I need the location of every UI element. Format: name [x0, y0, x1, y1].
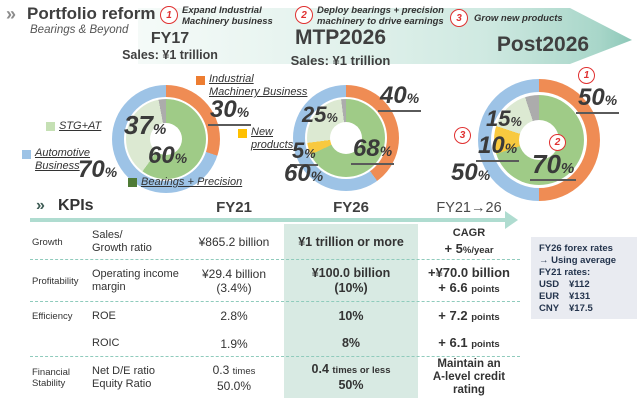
forex-rate-eur: EUR ¥131 — [539, 291, 591, 302]
kpi-header-arrow — [30, 218, 506, 222]
post2026-stg-pct: 15% — [486, 106, 522, 131]
mtp2026-new-pct: 5% — [290, 140, 318, 166]
note-3-text: Grow new products — [474, 13, 563, 24]
note-1-text: Expand Industrial Machinery business — [182, 5, 273, 27]
row-separator — [30, 259, 520, 260]
post2026-automotive-pct: 50% — [451, 159, 491, 186]
kpi-fy26-value: 10% — [338, 308, 364, 323]
bearings-swatch — [128, 177, 137, 187]
legend-new-products: New products — [238, 126, 293, 152]
note-3-number-badge: 3 — [450, 9, 468, 27]
kpi-category: Efficiency — [32, 310, 73, 322]
legend-stg-at: STG+AT — [46, 120, 101, 133]
fy17-stg-pct: 37% — [124, 110, 167, 140]
page-subtitle: Bearings & Beyond — [30, 24, 129, 36]
stg-at-swatch — [46, 121, 55, 131]
fy17-donut-chart — [112, 85, 220, 193]
kpi-category: Profitability — [32, 275, 79, 287]
kpi-col-change: FY21→26 — [436, 200, 502, 216]
new-products-swatch — [238, 129, 247, 138]
legend-industrial-machinery: Industrial Machinery Business — [196, 73, 307, 99]
kpi-fy26-value: ¥100.0 billion (10%) — [311, 266, 391, 295]
note-1-number-badge: 1 — [160, 6, 178, 24]
kpi-fy21-value: 2.8% — [220, 309, 248, 323]
post2026-industrial-pct: 50% — [576, 86, 620, 114]
kpi-category — [30, 330, 92, 357]
fy17-industrial-pct: 30% — [208, 98, 252, 126]
mtp2026-stg-pct: 25% — [302, 102, 338, 127]
phase-mtp2026-title: MTP2026 — [294, 26, 387, 49]
phase-post2026-title: Post2026 — [496, 33, 590, 56]
note-2-number-badge: 2 — [295, 6, 313, 24]
kpi-fy21-value: 0.3 times 50.0% — [212, 362, 256, 393]
kpi-fy21-value: 1.9% — [220, 336, 248, 351]
page-title: Portfolio reform — [27, 4, 156, 23]
donut-hole — [150, 123, 182, 155]
forex-rate-cny: CNY ¥17.5 — [539, 303, 593, 314]
post2026-marker-1-badge: 1 — [578, 67, 595, 84]
mtp2026-bearings-pct: 68% — [351, 137, 395, 165]
timeline-banner-arrow — [138, 8, 632, 64]
title-chevron-icon: » — [6, 4, 17, 24]
legend-bearings-precision: Bearings + Precision — [128, 176, 242, 189]
kpi-metric: ROIC — [92, 337, 120, 349]
mtp2026-industrial-pct: 40% — [378, 84, 422, 112]
post2026-bearings-pct: 70% — [530, 149, 577, 181]
kpi-category: Financial Stability — [32, 366, 71, 389]
phase-fy17-sales: Sales: ¥1 trillion — [122, 48, 218, 62]
kpi-fy26-value: ¥1 trillion or more — [298, 234, 404, 249]
donut-hole — [330, 122, 362, 154]
phase-mtp2026-sales: Sales: ¥1 trillion — [290, 53, 391, 68]
kpi-change-value: Maintain an A-level credit rating — [432, 358, 506, 396]
fy17-automotive-pct: 70% — [78, 156, 118, 183]
forex-rates-box: FY26 forex rates → Using average FY21 ra… — [531, 237, 637, 319]
forex-rate-usd: USD ¥112 — [539, 279, 590, 290]
post2026-marker-3-badge: 3 — [454, 127, 471, 144]
kpi-col-fy26: FY26 — [333, 199, 369, 216]
row-separator — [30, 356, 520, 357]
kpi-col-fy21: FY21 — [216, 199, 252, 216]
fy17-bearings-pct: 60% — [148, 142, 188, 169]
legend-automotive-business: Automotive Business — [22, 147, 90, 173]
automotive-swatch — [22, 150, 31, 159]
kpi-change-value: + 6.1 points — [438, 335, 500, 350]
kpi-chevron-icon: » — [36, 197, 45, 214]
kpi-header-arrowhead-icon — [505, 211, 518, 229]
kpi-metric: Net D/E ratio Equity Ratio — [92, 364, 155, 390]
fy26-highlight-column — [284, 224, 418, 398]
kpi-fy26-value: 0.4 times or less 50% — [311, 362, 391, 392]
kpi-metric: Operating income margin — [92, 268, 179, 293]
industrial-swatch — [196, 76, 205, 85]
kpi-category: Growth — [32, 236, 63, 248]
mtp2026-automotive-pct: 60% — [284, 160, 324, 187]
kpi-section-title: KPIs — [58, 197, 94, 214]
row-separator — [30, 301, 520, 302]
post2026-marker-2-badge: 2 — [549, 134, 566, 151]
mtp2026-donut-chart — [293, 85, 399, 191]
kpi-metric: ROE — [92, 309, 116, 322]
post2026-new-pct: 10% — [476, 134, 520, 162]
kpi-fy21-value: ¥29.4 billion (3.4%) — [201, 267, 267, 295]
kpi-fy26-value: 8% — [341, 336, 361, 350]
kpi-change-value: +¥70.0 billion + 6.6 points — [427, 265, 510, 295]
note-2-text: Deploy bearings + precision machinery to … — [317, 5, 444, 27]
kpi-fy21-value: ¥865.2 billion — [198, 235, 270, 249]
phase-fy17-title: FY17 — [150, 30, 190, 47]
kpi-table: Growth Sales/Growth ratio ¥865.2 billion… — [30, 224, 520, 398]
kpi-change-value: + 7.2 points — [438, 307, 500, 323]
kpi-change-value: CAGR + 5%/year — [444, 227, 494, 256]
kpi-metric: Sales/Growth ratio — [92, 229, 152, 254]
